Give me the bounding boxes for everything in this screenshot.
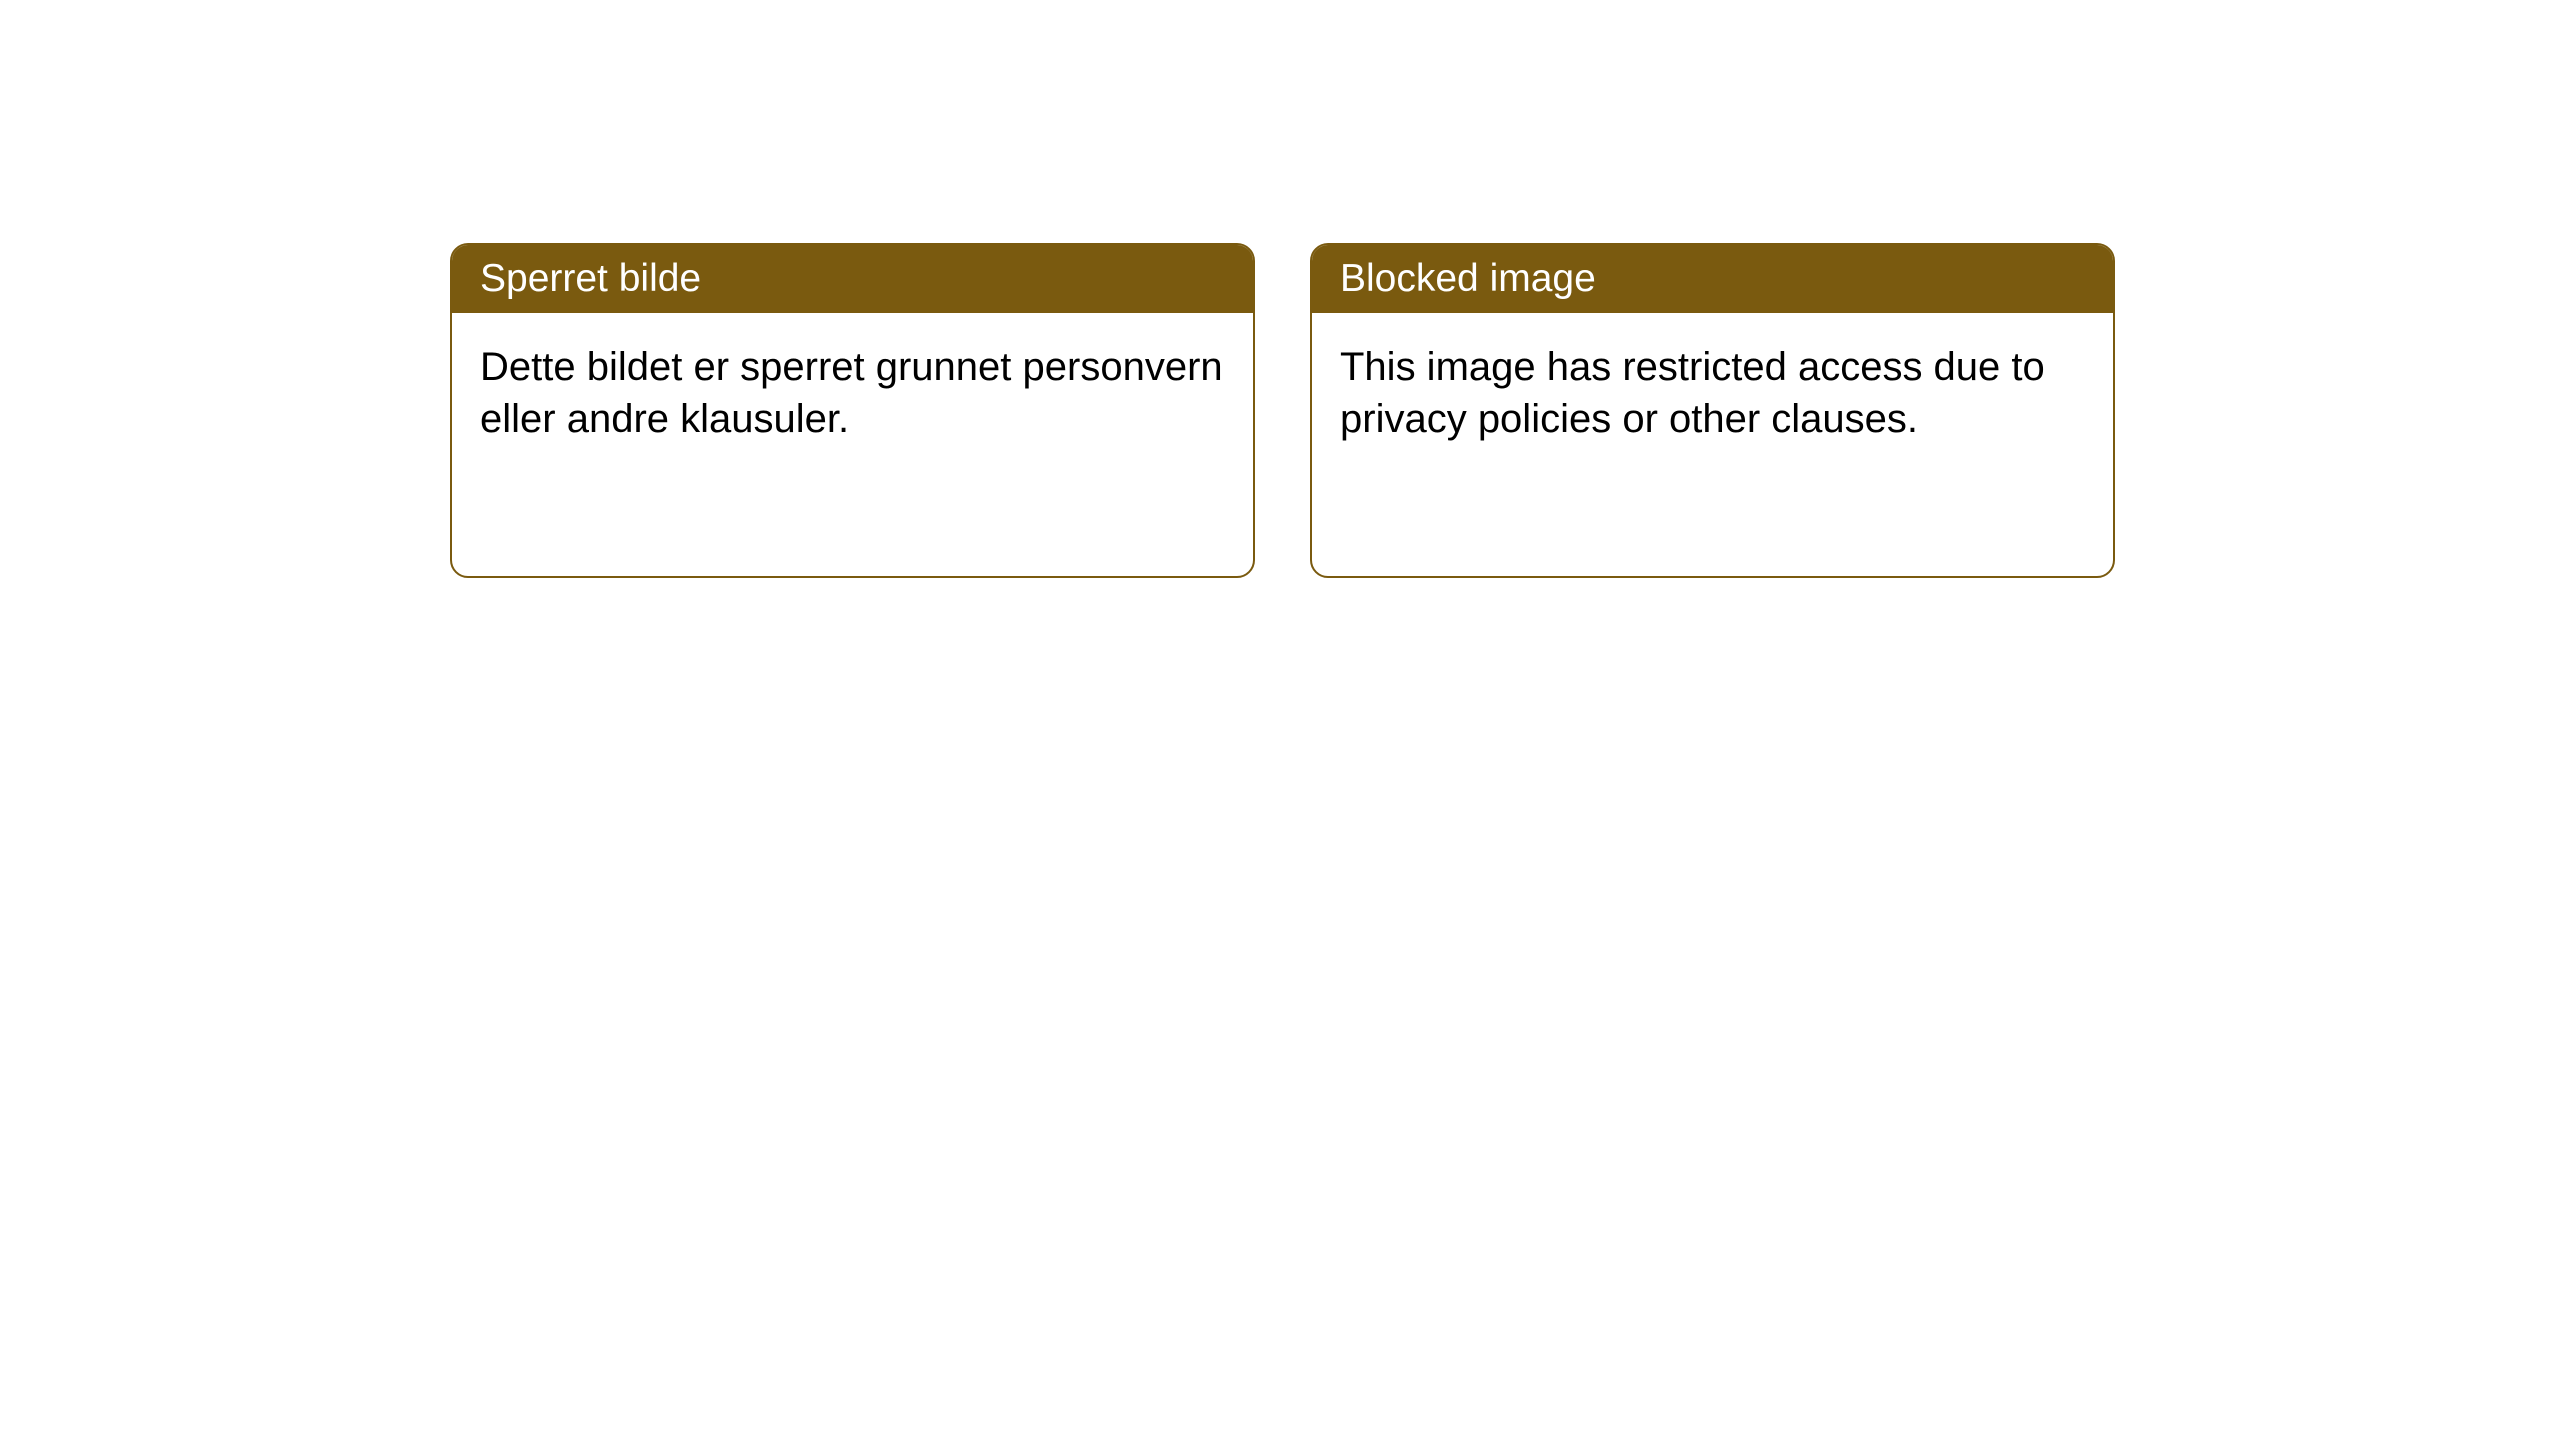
notice-header: Blocked image [1312,245,2113,313]
notice-body: Dette bildet er sperret grunnet personve… [452,313,1253,473]
notice-body-text: Dette bildet er sperret grunnet personve… [480,345,1223,441]
notice-body-text: This image has restricted access due to … [1340,345,2045,441]
notice-container: Sperret bilde Dette bildet er sperret gr… [450,243,2115,578]
notice-title: Sperret bilde [480,257,701,300]
notice-body: This image has restricted access due to … [1312,313,2113,473]
notice-header: Sperret bilde [452,245,1253,313]
notice-title: Blocked image [1340,257,1596,300]
notice-card-norwegian: Sperret bilde Dette bildet er sperret gr… [450,243,1255,578]
notice-card-english: Blocked image This image has restricted … [1310,243,2115,578]
